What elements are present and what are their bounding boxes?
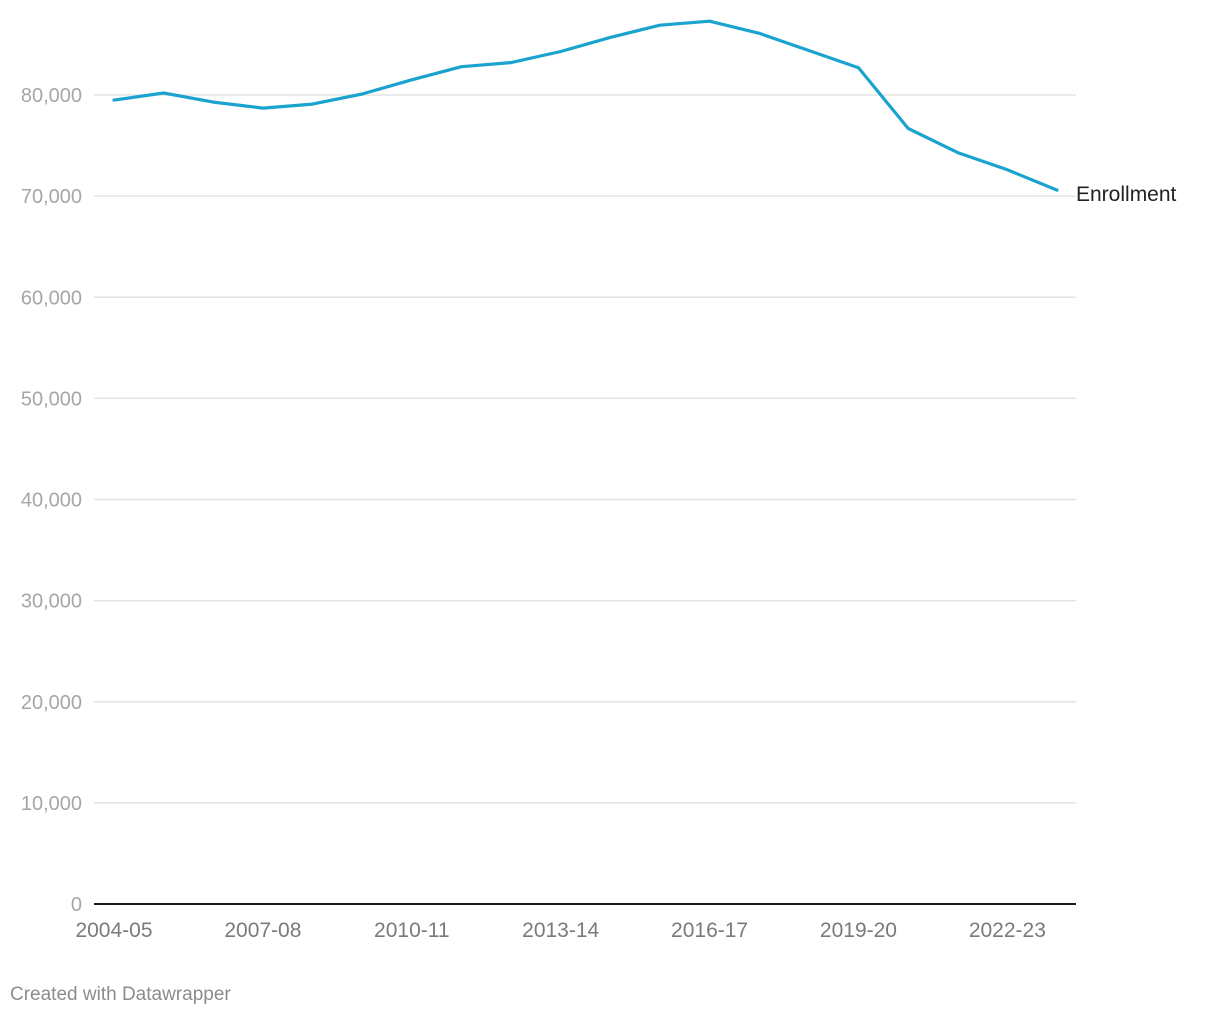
x-axis-tick-labels: 2004-05 2007-08 2010-11 2013-14 2016-17 2019-…: [75, 919, 1045, 942]
x-tick-label: 2016-17: [671, 919, 748, 942]
y-tick-label: 60,000: [21, 287, 82, 309]
gridlines: [94, 94, 1076, 804]
y-tick-label: 80,000: [21, 85, 82, 107]
x-tick-label: 2022-23: [969, 919, 1046, 942]
y-tick-label: 20,000: [21, 692, 82, 714]
y-tick-label: 30,000: [21, 591, 82, 613]
series-label-enrollment: Enrollment: [1076, 183, 1177, 206]
y-axis-tick-labels: 0 10,000 20,000 30,000 40,000 50,000 60,000 70,…: [21, 85, 82, 916]
y-tick-label: 0: [71, 894, 82, 916]
y-tick-label: 70,000: [21, 186, 82, 208]
x-tick-label: 2010-11: [374, 919, 450, 942]
y-tick-label: 40,000: [21, 490, 82, 512]
x-tick-label: 2019-20: [820, 919, 897, 942]
x-tick-label: 2013-14: [522, 919, 599, 942]
datawrapper-credit[interactable]: Created with Datawrapper: [10, 984, 231, 1005]
x-tick-label: 2007-08: [224, 919, 301, 942]
series-labels: Enrollment: [1076, 183, 1177, 206]
series-line-enrollment: [112, 19, 1059, 192]
y-tick-label: 50,000: [21, 388, 82, 410]
y-tick-label: 10,000: [21, 793, 82, 815]
series-lines: [112, 19, 1059, 192]
x-tick-label: 2004-05: [75, 919, 152, 942]
